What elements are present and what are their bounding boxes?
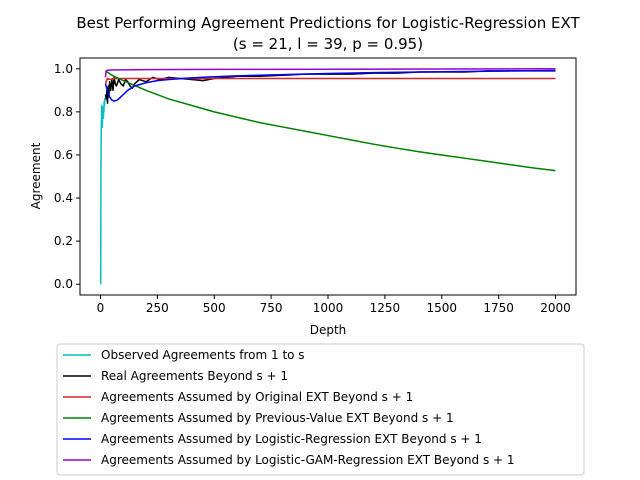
legend-label-2: Agreements Assumed by Original EXT Beyon… xyxy=(101,390,413,404)
x-tick-label: 1750 xyxy=(483,301,514,315)
y-tick-label: 0.0 xyxy=(54,277,73,291)
legend-frame xyxy=(56,343,585,476)
y-tick-label: 0.2 xyxy=(54,234,73,248)
x-tick-label: 500 xyxy=(203,301,226,315)
series-line-2 xyxy=(104,77,556,85)
x-tick-label: 0 xyxy=(97,301,105,315)
y-tick-label: 0.8 xyxy=(54,105,73,119)
series-line-1 xyxy=(104,70,556,104)
series-layer xyxy=(99,68,556,285)
series-line-3 xyxy=(105,70,556,172)
y-tick-label: 0.6 xyxy=(54,148,73,162)
chart-title: Best Performing Agreement Predictions fo… xyxy=(76,14,580,32)
y-tick-label: 1.0 xyxy=(54,62,73,76)
series-line-5 xyxy=(104,68,556,78)
legend-label-1: Real Agreements Beyond s + 1 xyxy=(101,369,288,383)
x-axis-label: Depth xyxy=(310,323,347,337)
legend-label-4: Agreements Assumed by Logistic-Regressio… xyxy=(101,432,482,446)
legend: Observed Agreements from 1 to s Real Agre… xyxy=(56,343,585,476)
y-axis: 0.0 0.2 0.4 0.6 0.8 1.0 xyxy=(54,62,80,291)
legend-label-5: Agreements Assumed by Logistic-GAM-Regre… xyxy=(101,453,515,467)
x-tick-label: 2000 xyxy=(540,301,571,315)
legend-label-3: Agreements Assumed by Previous-Value EXT… xyxy=(101,411,454,425)
x-tick-label: 1000 xyxy=(313,301,344,315)
series-line-0 xyxy=(99,98,107,285)
x-axis: 0 250 500 750 1000 1250 1500 1750 2000 xyxy=(97,295,571,315)
y-tick-label: 0.4 xyxy=(54,191,73,205)
x-tick-label: 750 xyxy=(260,301,283,315)
chart-subtitle: (s = 21, l = 39, p = 0.95) xyxy=(233,35,423,53)
legend-label-0: Observed Agreements from 1 to s xyxy=(101,348,305,362)
x-tick-label: 1500 xyxy=(426,301,457,315)
series-line-4 xyxy=(104,69,556,102)
x-tick-label: 250 xyxy=(146,301,169,315)
y-axis-label: Agreement xyxy=(29,142,43,209)
x-tick-label: 1250 xyxy=(370,301,401,315)
